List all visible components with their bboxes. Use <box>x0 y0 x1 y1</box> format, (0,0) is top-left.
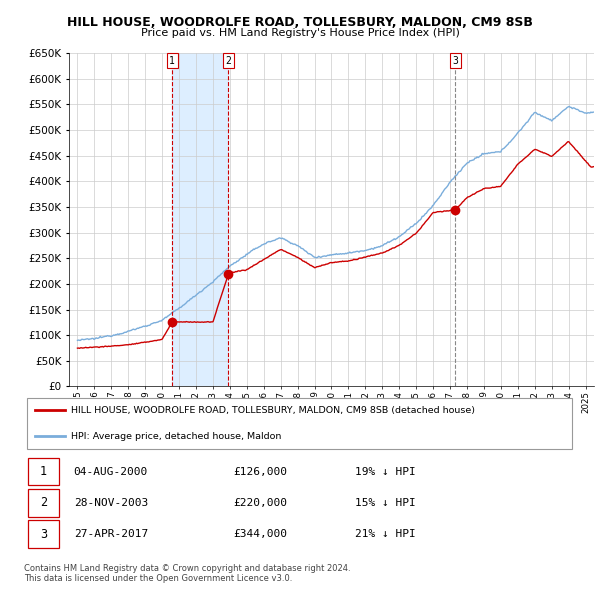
FancyBboxPatch shape <box>28 458 59 486</box>
Text: HILL HOUSE, WOODROLFE ROAD, TOLLESBURY, MALDON, CM9 8SB: HILL HOUSE, WOODROLFE ROAD, TOLLESBURY, … <box>67 16 533 29</box>
Text: 15% ↓ HPI: 15% ↓ HPI <box>355 498 416 508</box>
Text: £344,000: £344,000 <box>234 529 288 539</box>
Text: 2: 2 <box>226 55 232 65</box>
Text: HILL HOUSE, WOODROLFE ROAD, TOLLESBURY, MALDON, CM9 8SB (detached house): HILL HOUSE, WOODROLFE ROAD, TOLLESBURY, … <box>71 406 475 415</box>
Bar <box>172 53 229 386</box>
FancyBboxPatch shape <box>28 489 59 517</box>
Text: Price paid vs. HM Land Registry's House Price Index (HPI): Price paid vs. HM Land Registry's House … <box>140 28 460 38</box>
Text: 27-APR-2017: 27-APR-2017 <box>74 529 148 539</box>
FancyBboxPatch shape <box>28 520 59 548</box>
Text: HPI: Average price, detached house, Maldon: HPI: Average price, detached house, Mald… <box>71 432 281 441</box>
Text: 28-NOV-2003: 28-NOV-2003 <box>74 498 148 508</box>
Text: 1: 1 <box>169 55 175 65</box>
FancyBboxPatch shape <box>27 398 572 449</box>
Text: £220,000: £220,000 <box>234 498 288 508</box>
Text: Contains HM Land Registry data © Crown copyright and database right 2024.
This d: Contains HM Land Registry data © Crown c… <box>24 563 350 583</box>
Text: 3: 3 <box>40 527 47 540</box>
Text: 04-AUG-2000: 04-AUG-2000 <box>74 467 148 477</box>
Text: 19% ↓ HPI: 19% ↓ HPI <box>355 467 416 477</box>
Text: 3: 3 <box>452 55 458 65</box>
Text: 21% ↓ HPI: 21% ↓ HPI <box>355 529 416 539</box>
Text: 1: 1 <box>40 466 47 478</box>
Text: £126,000: £126,000 <box>234 467 288 477</box>
Text: 2: 2 <box>40 496 47 510</box>
